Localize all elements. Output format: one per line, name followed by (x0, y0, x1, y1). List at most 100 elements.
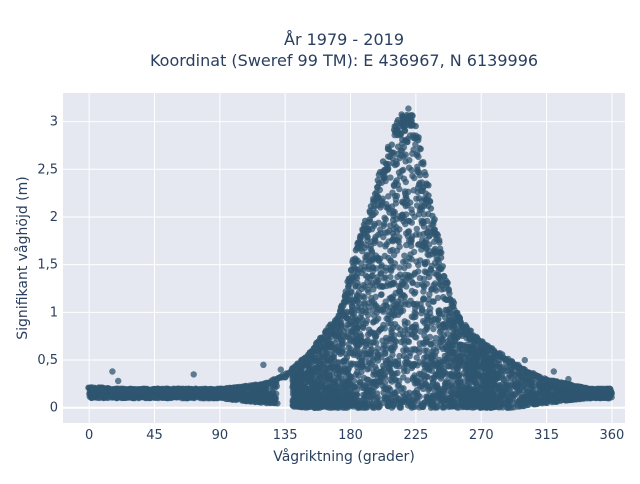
scatter-point (444, 279, 451, 286)
scatter-point (426, 197, 434, 205)
scatter-point (354, 317, 362, 324)
scatter-point (343, 315, 351, 322)
scatter-point (365, 303, 373, 311)
scatter-point (607, 385, 614, 393)
scatter-point (467, 398, 475, 406)
scatter-point (441, 352, 448, 360)
scatter-point (406, 157, 413, 164)
scatter-point (259, 389, 266, 396)
scatter-point (358, 269, 365, 277)
scatter-point (483, 400, 490, 407)
scatter-point (323, 403, 330, 410)
scatter-point (387, 222, 394, 229)
scatter-point (599, 392, 606, 400)
scatter-point (312, 394, 319, 402)
scatter-point (393, 362, 400, 370)
scatter-point (411, 380, 419, 387)
scatter-point (531, 386, 539, 393)
scatter-point (384, 385, 391, 393)
scatter-point (397, 309, 404, 316)
scatter-point (420, 239, 428, 247)
scatter-point (434, 370, 441, 378)
scatter-point (458, 341, 465, 348)
scatter-point (510, 391, 517, 398)
scatter-point (408, 219, 415, 226)
scatter-point (411, 269, 419, 277)
scatter-point (427, 205, 435, 212)
scatter-point (439, 263, 446, 270)
scatter-point (372, 363, 379, 370)
scatter-point (400, 374, 407, 381)
scatter-point (411, 389, 419, 396)
scatter-point (303, 389, 310, 397)
y-axis-label: Signifikant våghöjd (m) (14, 176, 31, 339)
scatter-point (361, 299, 368, 306)
scatter-point (430, 298, 437, 305)
scatter-point (373, 332, 380, 340)
scatter-point (446, 290, 453, 297)
scatter-point (341, 361, 348, 369)
scatter-point (105, 394, 112, 402)
scatter-point (432, 334, 439, 342)
scatter-point (415, 261, 422, 269)
scatter-point (440, 404, 447, 411)
scatter-point (524, 393, 532, 400)
scatter-point (338, 347, 346, 355)
scatter-point (337, 365, 344, 372)
scatter-point (368, 394, 376, 401)
scatter-point (382, 267, 389, 274)
scatter-point (425, 192, 432, 199)
scatter-point (417, 300, 424, 308)
scatter-point (215, 393, 222, 401)
scatter-point (371, 236, 378, 243)
scatter-point (422, 171, 429, 179)
scatter-point (400, 258, 407, 266)
scatter-point (348, 327, 355, 335)
scatter-point (405, 164, 413, 171)
scatter-point (580, 391, 587, 399)
scatter-point (349, 360, 356, 367)
scatter-point (328, 393, 335, 400)
scatter-point (471, 351, 478, 358)
scatter-point (431, 280, 439, 287)
scatter-point (413, 225, 420, 233)
scatter-point (315, 349, 323, 356)
scatter-point (375, 231, 382, 238)
scatter-point (420, 159, 427, 166)
scatter-point (518, 400, 525, 408)
scatter-point (396, 185, 403, 193)
scatter-point (521, 356, 528, 364)
scatter-point (344, 401, 352, 409)
scatter-point (347, 299, 355, 307)
scatter-point (371, 220, 378, 228)
scatter-point (370, 368, 378, 376)
chart-title-line-2: Koordinat (Sweref 99 TM): E 436967, N 61… (150, 51, 538, 70)
scatter-point (365, 359, 372, 366)
scatter-point (292, 385, 299, 392)
scatter-point (380, 175, 388, 182)
scatter-point (420, 283, 428, 291)
scatter-point (251, 396, 258, 403)
scatter-point (349, 314, 356, 321)
scatter-point (394, 382, 401, 389)
scatter-point (389, 208, 397, 215)
scatter-point (478, 390, 485, 398)
scatter-point (465, 353, 472, 361)
scatter-point (420, 360, 427, 368)
scatter-point (395, 298, 402, 305)
scatter-point (483, 368, 490, 375)
scatter-point (428, 341, 435, 348)
scatter-point (414, 168, 421, 175)
scatter-point (232, 396, 240, 404)
scatter-point (349, 391, 357, 398)
scatter-point (389, 402, 396, 409)
scatter-point (552, 397, 559, 405)
scatter-point (388, 267, 395, 274)
scatter-point (413, 202, 421, 209)
scatter-point (352, 282, 359, 289)
scatter-point (376, 241, 384, 248)
scatter-point (407, 273, 415, 280)
y-tick-label: 1 (50, 305, 58, 320)
scatter-point (363, 241, 370, 249)
